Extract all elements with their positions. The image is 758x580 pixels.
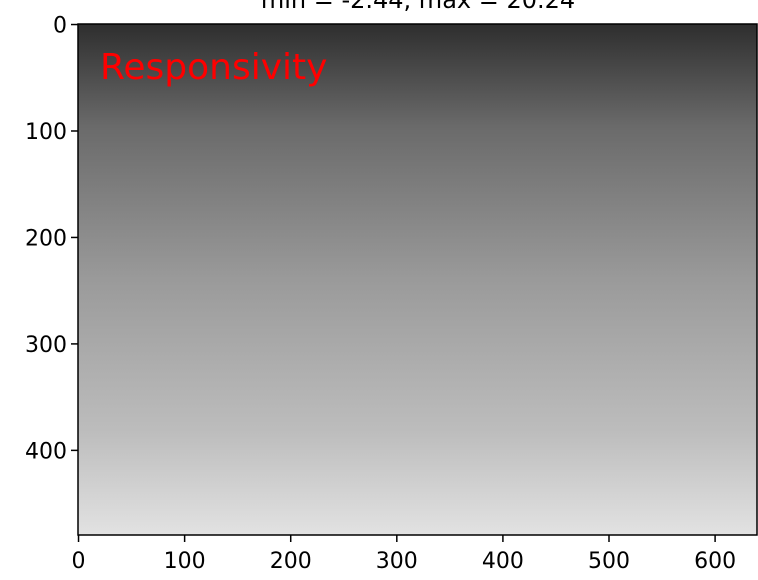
x-tick-label: 0 [72, 549, 86, 574]
y-tick-label: 100 [25, 120, 67, 145]
x-tick-label: 500 [588, 549, 630, 574]
axes-frame [77, 23, 758, 536]
annotation: Responsivity [100, 47, 327, 88]
y-tick-label: 300 [25, 333, 67, 358]
x-tick-label: 100 [164, 549, 206, 574]
chart-title: min = -2.44, max = 20.24 [261, 0, 575, 14]
x-tick-label: 200 [270, 549, 312, 574]
x-tick-label: 300 [376, 549, 418, 574]
y-tick-label: 0 [53, 14, 67, 39]
y-tick-label: 200 [25, 226, 67, 251]
y-tick-label: 400 [25, 439, 67, 464]
x-tick-label: 600 [694, 549, 736, 574]
x-tick-label: 400 [482, 549, 524, 574]
image [78, 24, 757, 535]
